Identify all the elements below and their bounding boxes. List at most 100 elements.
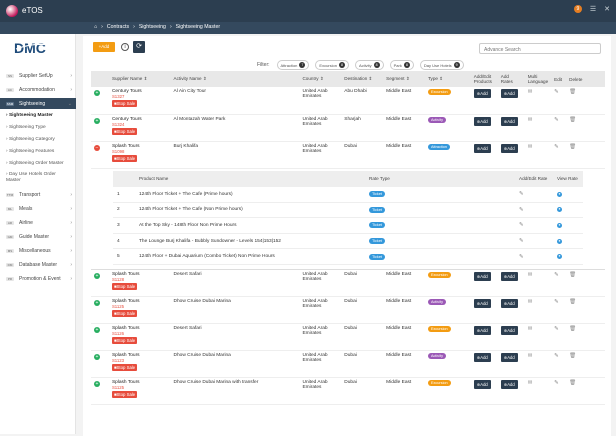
- add-product-button[interactable]: ⊕Add: [473, 352, 491, 362]
- header-destination[interactable]: Destination ⇕: [341, 71, 384, 87]
- add-rate-button[interactable]: ⊕Add: [500, 116, 518, 126]
- edit-rate-icon[interactable]: ✎: [519, 191, 524, 198]
- add-product-button[interactable]: ⊕Add: [473, 143, 491, 153]
- edit-icon[interactable]: ✎: [554, 89, 559, 95]
- supplier-name[interactable]: Splash Tours: [111, 298, 140, 304]
- sidebar-item-guide-master[interactable]: GM Guide Master ›: [0, 231, 76, 242]
- expand-row-icon[interactable]: +: [94, 299, 100, 306]
- sidebar-item-accommodation[interactable]: AC Accommodation ›: [0, 84, 76, 95]
- view-rate-icon[interactable]: ●: [557, 222, 562, 228]
- breadcrumb-item[interactable]: Sightseeing: [138, 24, 166, 30]
- stop-sale-button[interactable]: ■Stop Sale: [111, 363, 138, 371]
- add-product-button[interactable]: ⊕Add: [473, 379, 491, 389]
- supplier-name[interactable]: Splash Tours: [111, 325, 140, 331]
- add-rate-button[interactable]: ⊕Add: [500, 271, 518, 281]
- header-type[interactable]: Type ⇕: [424, 71, 471, 87]
- multi-language-icon[interactable]: ✉: [527, 298, 533, 305]
- multi-language-icon[interactable]: ✉: [527, 352, 533, 359]
- add-product-button[interactable]: ⊕Add: [473, 325, 491, 335]
- delete-icon[interactable]: 🗑: [569, 298, 577, 305]
- header-activity-name[interactable]: Activity Name ⇕: [170, 71, 300, 87]
- supplier-name[interactable]: Splash Tours: [111, 379, 140, 385]
- multi-language-icon[interactable]: ✉: [527, 116, 533, 123]
- view-rate-icon[interactable]: ●: [557, 254, 562, 260]
- sidebar-subitem-sightseeing-master[interactable]: › Sightseeing Master: [6, 113, 53, 118]
- filter-chip-attraction[interactable]: Attraction 7: [276, 60, 310, 70]
- sidebar-subitem-sightseeing-type[interactable]: › Sightseeing Type: [6, 125, 46, 130]
- edit-icon[interactable]: ✎: [554, 298, 559, 305]
- supplier-name[interactable]: Century Tours: [111, 116, 142, 122]
- header-supplier-name[interactable]: Supplier Name ⇕: [108, 71, 171, 87]
- delete-icon[interactable]: 🗑: [569, 379, 577, 386]
- sidebar-subitem-day-use-hotels[interactable]: › Day Use Hotels Order Master: [6, 172, 56, 183]
- edit-icon[interactable]: ✎: [554, 143, 559, 150]
- expand-row-icon[interactable]: +: [94, 90, 100, 96]
- multi-language-icon[interactable]: ✉: [527, 325, 533, 332]
- delete-icon[interactable]: 🗑: [569, 352, 577, 359]
- add-rate-button[interactable]: ⊕Add: [500, 298, 518, 308]
- delete-icon[interactable]: 🗑: [569, 143, 577, 150]
- edit-icon[interactable]: ✎: [554, 116, 559, 123]
- sidebar-item-sightseeing[interactable]: SSM Sightseeing ⌄: [0, 98, 76, 109]
- multi-language-icon[interactable]: ✉: [527, 379, 533, 386]
- delete-icon[interactable]: 🗑: [569, 325, 577, 332]
- stop-sale-button[interactable]: ■Stop Sale: [111, 336, 138, 344]
- edit-icon[interactable]: ✎: [554, 325, 559, 332]
- stop-sale-button[interactable]: ■Stop Sale: [111, 282, 138, 290]
- refresh-button[interactable]: ⟳: [133, 41, 145, 53]
- delete-icon[interactable]: 🗑: [569, 271, 577, 278]
- add-rate-button[interactable]: ⊕Add: [500, 143, 518, 153]
- edit-rate-icon[interactable]: ✎: [519, 253, 524, 260]
- supplier-name[interactable]: Splash Tours: [111, 143, 140, 149]
- view-rate-icon[interactable]: ●: [557, 238, 562, 244]
- close-icon[interactable]: ✕: [604, 6, 610, 13]
- delete-icon[interactable]: 🗑: [569, 89, 577, 95]
- edit-rate-icon[interactable]: ✎: [519, 222, 524, 229]
- header-segment[interactable]: Segment ⇕: [383, 71, 425, 87]
- expand-row-icon[interactable]: +: [94, 326, 100, 333]
- sidebar-item-transport[interactable]: TTM Transport ›: [0, 189, 76, 200]
- edit-icon[interactable]: ✎: [554, 352, 559, 359]
- sidebar-subitem-sightseeing-category[interactable]: › Sightseeing Category: [6, 137, 55, 142]
- menu-icon[interactable]: ☰: [589, 6, 597, 13]
- edit-rate-icon[interactable]: ✎: [519, 206, 524, 213]
- stop-sale-button[interactable]: ■Stop Sale: [111, 390, 138, 398]
- add-rate-button[interactable]: ⊕Add: [500, 352, 518, 362]
- multi-language-icon[interactable]: ✉: [527, 271, 533, 278]
- info-icon[interactable]: i: [121, 43, 129, 51]
- stop-sale-button[interactable]: ■Stop Sale: [111, 127, 138, 135]
- view-rate-icon[interactable]: ●: [557, 207, 562, 213]
- sidebar-item-database-master[interactable]: DM Database Master ›: [0, 259, 76, 270]
- stop-sale-button[interactable]: ■Stop Sale: [111, 100, 138, 107]
- expand-row-icon[interactable]: +: [94, 272, 100, 279]
- filter-chip-day-use-hotels[interactable]: Day Use Hotels 9: [419, 60, 464, 70]
- sidebar-subitem-sightseeing-order-master[interactable]: › Sightseeing Order Master: [6, 161, 64, 166]
- multi-language-icon[interactable]: ✉: [527, 143, 533, 150]
- sidebar-item-meals[interactable]: ML Meals ›: [0, 203, 76, 214]
- filter-chip-park[interactable]: Park 8: [389, 60, 414, 70]
- add-rate-button[interactable]: ⊕Add: [500, 89, 518, 98]
- supplier-name[interactable]: Splash Tours: [111, 352, 140, 358]
- stop-sale-button[interactable]: ■Stop Sale: [111, 154, 138, 162]
- add-button[interactable]: +Add: [93, 42, 115, 52]
- sidebar-subitem-sightseeing-features[interactable]: › Sightseeing Features: [6, 149, 55, 154]
- header-country[interactable]: Country ⇕: [299, 71, 342, 87]
- sidebar-item-airline[interactable]: AR Airline ›: [0, 217, 76, 228]
- add-product-button[interactable]: ⊕Add: [473, 89, 491, 98]
- add-product-button[interactable]: ⊕Add: [473, 298, 491, 308]
- view-rate-icon[interactable]: ●: [557, 191, 562, 197]
- add-rate-button[interactable]: ⊕Add: [500, 379, 518, 389]
- sidebar-item-miscellaneous[interactable]: MS Miscellaneous ›: [0, 245, 76, 256]
- edit-icon[interactable]: ✎: [554, 271, 559, 278]
- advance-search-input[interactable]: Advance Search: [479, 43, 601, 54]
- supplier-name[interactable]: Century Tours: [111, 89, 142, 94]
- notification-badge[interactable]: 9: [573, 5, 582, 13]
- add-product-button[interactable]: ⊕Add: [473, 116, 491, 126]
- edit-rate-icon[interactable]: ✎: [519, 238, 524, 245]
- multi-language-icon[interactable]: ✉: [527, 89, 533, 95]
- edit-icon[interactable]: ✎: [554, 379, 559, 386]
- expand-row-icon[interactable]: +: [94, 380, 100, 387]
- home-icon[interactable]: ⌂: [94, 24, 98, 30]
- breadcrumb-item[interactable]: Contracts: [106, 24, 130, 30]
- supplier-name[interactable]: Splash Tours: [111, 271, 140, 277]
